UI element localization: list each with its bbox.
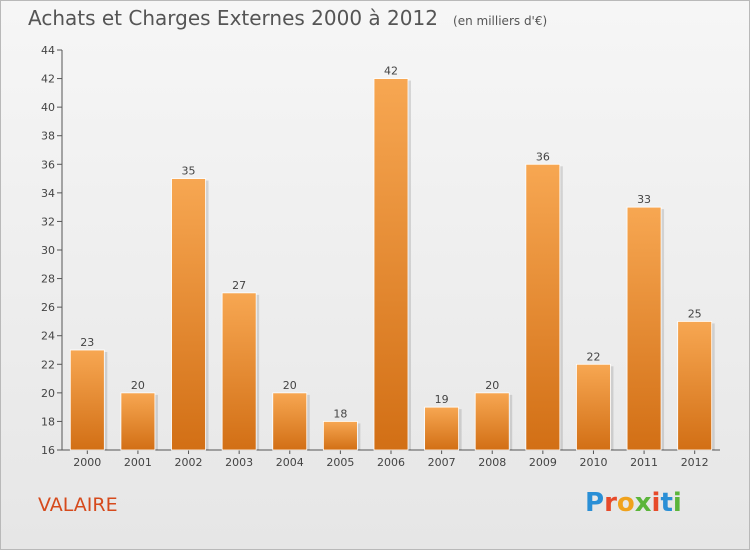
y-tick-label: 24 (41, 330, 55, 343)
value-label-2010: 22 (586, 350, 600, 363)
chart-subtitle: (en milliers d'€) (453, 14, 548, 28)
value-label-2000: 23 (80, 336, 94, 349)
x-tick-label-2006: 2006 (377, 456, 405, 469)
x-tick-label-2010: 2010 (579, 456, 607, 469)
y-tick-label: 30 (41, 244, 55, 257)
value-label-2011: 33 (637, 193, 651, 206)
x-tick-label-2012: 2012 (681, 456, 709, 469)
bar-2006 (373, 78, 409, 451)
x-tick-label-2005: 2005 (326, 456, 354, 469)
value-label-2001: 20 (131, 379, 145, 392)
bar-2005 (322, 421, 358, 451)
y-tick-label: 20 (41, 387, 55, 400)
x-tick-label-2004: 2004 (276, 456, 304, 469)
bar-2012 (677, 321, 713, 451)
value-label-2002: 35 (182, 165, 196, 178)
bar-2008 (474, 392, 510, 451)
value-label-2008: 20 (485, 379, 499, 392)
y-tick-label: 32 (41, 215, 55, 228)
value-label-2005: 18 (333, 407, 347, 420)
bar-2001 (120, 392, 156, 451)
x-tick-label-2001: 2001 (124, 456, 152, 469)
y-tick-label: 36 (41, 158, 55, 171)
value-label-2004: 20 (283, 379, 297, 392)
y-tick-label: 28 (41, 273, 55, 286)
value-label-2012: 25 (688, 307, 702, 320)
y-tick-label: 44 (41, 44, 55, 57)
chart-title: Achats et Charges Externes 2000 à 2012 (28, 6, 438, 30)
x-tick-label-2002: 2002 (175, 456, 203, 469)
bar-2000 (69, 349, 105, 451)
bar-2009 (525, 163, 561, 451)
y-tick-label: 38 (41, 130, 55, 143)
y-tick-label: 40 (41, 101, 55, 114)
bar-2004 (272, 392, 308, 451)
x-tick-label-2003: 2003 (225, 456, 253, 469)
x-tick-label-2011: 2011 (630, 456, 658, 469)
bar-2010 (576, 363, 611, 451)
value-label-2009: 36 (536, 150, 550, 163)
value-label-2007: 19 (435, 393, 449, 406)
bar-2003 (221, 292, 257, 451)
y-tick-label: 18 (41, 415, 55, 428)
proxiti-logo: Proxiti (585, 488, 682, 518)
location-label: VALAIRE (38, 494, 118, 516)
bars (69, 78, 715, 451)
x-tick-label-2009: 2009 (529, 456, 557, 469)
y-tick-label: 26 (41, 301, 55, 314)
bar-2007 (424, 406, 460, 451)
title-row: Achats et Charges Externes 2000 à 2012 (… (28, 6, 547, 30)
x-tick-label-2008: 2008 (478, 456, 506, 469)
value-label-2006: 42 (384, 65, 398, 78)
y-tick-label: 22 (41, 358, 55, 371)
bar-2011 (626, 206, 662, 451)
y-tick-label: 34 (41, 187, 55, 200)
bar-2002 (171, 178, 206, 451)
labels: 2000 23 2001 20 2002 35 2003 27 2004 20 2005 18 2006… (73, 65, 708, 469)
y-tick-label: 16 (41, 444, 55, 457)
x-tick-label-2000: 2000 (73, 456, 101, 469)
value-label-2003: 27 (232, 279, 246, 292)
x-tick-label-2007: 2007 (428, 456, 456, 469)
y-tick-label: 42 (41, 73, 55, 86)
